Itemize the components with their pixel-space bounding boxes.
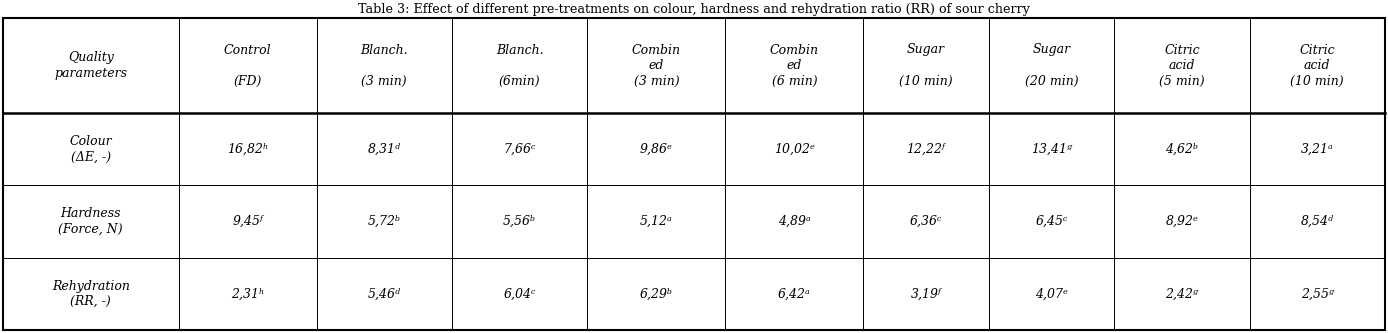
Text: 8,31ᵈ: 8,31ᵈ: [368, 143, 401, 156]
Text: 2,42ᵍ: 2,42ᵍ: [1166, 287, 1198, 300]
Text: 3,19ᶠ: 3,19ᶠ: [911, 287, 941, 300]
Text: Control

(FD): Control (FD): [223, 44, 272, 88]
Text: Sugar

(10 min): Sugar (10 min): [899, 44, 952, 88]
Bar: [452, 113, 587, 185]
Bar: [863, 113, 988, 185]
Text: Quality
parameters: Quality parameters: [54, 51, 128, 80]
Bar: [988, 113, 1115, 185]
Bar: [863, 18, 988, 113]
Bar: [316, 18, 452, 113]
Text: 4,07ᵉ: 4,07ᵉ: [1035, 287, 1067, 300]
Text: 8,54ᵈ: 8,54ᵈ: [1301, 215, 1334, 228]
Bar: [726, 185, 863, 258]
Text: Sugar

(20 min): Sugar (20 min): [1024, 44, 1078, 88]
Text: 7,66ᶜ: 7,66ᶜ: [504, 143, 536, 156]
Bar: [3, 113, 179, 185]
Text: Colour
(ΔE, -): Colour (ΔE, -): [69, 135, 112, 164]
Text: 9,45ᶠ: 9,45ᶠ: [232, 215, 262, 228]
Bar: [1115, 258, 1249, 330]
Bar: [316, 185, 452, 258]
Bar: [452, 258, 587, 330]
Bar: [726, 18, 863, 113]
Bar: [988, 258, 1115, 330]
Bar: [1249, 113, 1385, 185]
Bar: [726, 258, 863, 330]
Text: 12,22ᶠ: 12,22ᶠ: [906, 143, 945, 156]
Text: Table 3: Effect of different pre-treatments on colour, hardness and rehydration : Table 3: Effect of different pre-treatme…: [358, 4, 1030, 17]
Bar: [316, 258, 452, 330]
Text: Hardness
(Force, N): Hardness (Force, N): [58, 207, 124, 236]
Text: 6,45ᶜ: 6,45ᶜ: [1035, 215, 1067, 228]
Bar: [863, 185, 988, 258]
Text: 5,56ᵇ: 5,56ᵇ: [504, 215, 536, 228]
Text: 16,82ʰ: 16,82ʰ: [226, 143, 268, 156]
Text: 5,72ᵇ: 5,72ᵇ: [368, 215, 401, 228]
Bar: [587, 113, 726, 185]
Text: 4,62ᵇ: 4,62ᵇ: [1166, 143, 1198, 156]
Text: 2,31ʰ: 2,31ʰ: [230, 287, 264, 300]
Bar: [1249, 18, 1385, 113]
Bar: [587, 258, 726, 330]
Bar: [179, 113, 316, 185]
Text: 4,89ᵃ: 4,89ᵃ: [777, 215, 811, 228]
Bar: [179, 185, 316, 258]
Bar: [3, 18, 179, 113]
Bar: [587, 185, 726, 258]
Text: Citric
acid
(5 min): Citric acid (5 min): [1159, 44, 1205, 88]
Text: Blanch.

(3 min): Blanch. (3 min): [361, 44, 408, 88]
Text: 2,55ᵍ: 2,55ᵍ: [1301, 287, 1334, 300]
Text: 6,04ᶜ: 6,04ᶜ: [504, 287, 536, 300]
Bar: [3, 185, 179, 258]
Text: 6,36ᶜ: 6,36ᶜ: [909, 215, 942, 228]
Bar: [3, 258, 179, 330]
Bar: [1115, 18, 1249, 113]
Text: 10,02ᵉ: 10,02ᵉ: [775, 143, 815, 156]
Bar: [1115, 113, 1249, 185]
Bar: [452, 185, 587, 258]
Bar: [726, 113, 863, 185]
Text: 5,46ᵈ: 5,46ᵈ: [368, 287, 401, 300]
Bar: [316, 113, 452, 185]
Text: 13,41ᵍ: 13,41ᵍ: [1031, 143, 1072, 156]
Text: Combin
ed
(3 min): Combin ed (3 min): [632, 44, 682, 88]
Text: 6,42ᵃ: 6,42ᵃ: [777, 287, 811, 300]
Bar: [988, 185, 1115, 258]
Text: Citric
acid
(10 min): Citric acid (10 min): [1291, 44, 1344, 88]
Text: 5,12ᵃ: 5,12ᵃ: [640, 215, 673, 228]
Bar: [452, 18, 587, 113]
Text: Rehydration
(RR, -): Rehydration (RR, -): [51, 280, 129, 308]
Bar: [1115, 185, 1249, 258]
Text: 6,29ᵇ: 6,29ᵇ: [640, 287, 673, 300]
Text: Blanch.

(6min): Blanch. (6min): [496, 44, 544, 88]
Bar: [1249, 258, 1385, 330]
Text: 8,92ᵉ: 8,92ᵉ: [1166, 215, 1198, 228]
Bar: [179, 18, 316, 113]
Bar: [587, 18, 726, 113]
Bar: [988, 18, 1115, 113]
Text: 9,86ᵉ: 9,86ᵉ: [640, 143, 673, 156]
Text: Combin
ed
(6 min): Combin ed (6 min): [770, 44, 819, 88]
Text: 3,21ᵃ: 3,21ᵃ: [1301, 143, 1334, 156]
Bar: [863, 258, 988, 330]
Bar: [1249, 185, 1385, 258]
Bar: [179, 258, 316, 330]
